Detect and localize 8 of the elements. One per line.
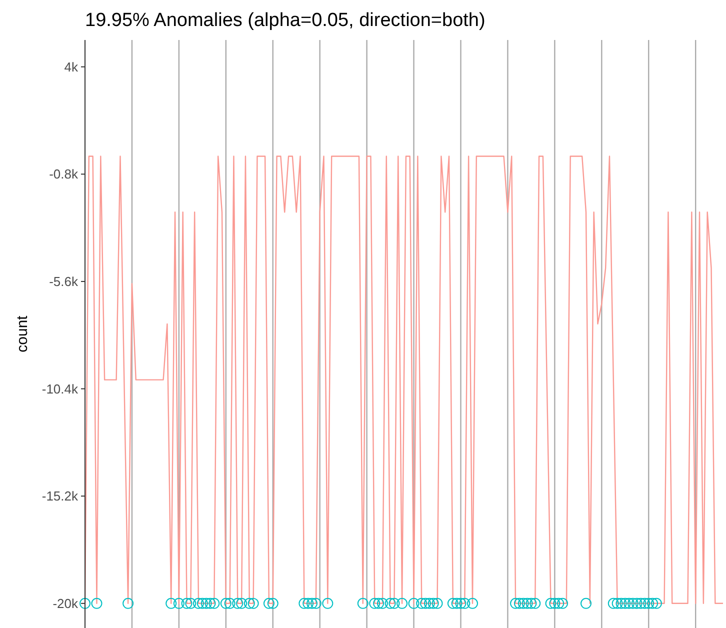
chart-title: 19.95% Anomalies (alpha=0.05, direction=both) — [85, 10, 486, 31]
y-tick-label: -0.8k — [49, 166, 78, 182]
y-tick-label: -5.6k — [49, 274, 78, 290]
y-tick-label: -10.4k — [42, 381, 78, 396]
y-tick-label: 4k — [64, 59, 78, 74]
y-tick-label: -20k — [52, 596, 78, 611]
y-axis-title: count — [14, 314, 31, 352]
y-tick-label: -15.2k — [42, 488, 78, 504]
